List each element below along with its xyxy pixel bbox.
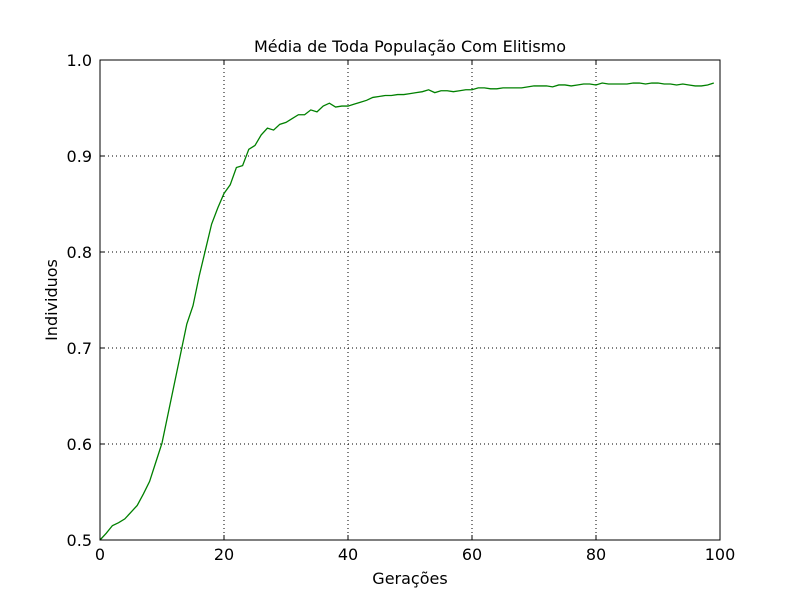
y-tick-label: 1.0 (67, 51, 92, 70)
series-layer (99, 82, 714, 541)
x-tick-label: 40 (338, 545, 358, 564)
y-tick-label: 0.6 (67, 435, 92, 454)
x-axis-label: Gerações (372, 569, 447, 588)
series-line (99, 82, 714, 541)
y-tick-label: 0.8 (67, 243, 92, 262)
grid-lines (99, 59, 721, 541)
y-tick-label: 0.9 (67, 147, 92, 166)
y-axis-label: Individuos (42, 259, 61, 341)
x-tick-label: 20 (214, 545, 234, 564)
y-tick-label: 0.7 (67, 339, 92, 358)
plot-frame (99, 59, 721, 541)
y-tick-label: 0.5 (67, 531, 92, 550)
x-tick-label: 60 (462, 545, 482, 564)
axis-ticks: 0 20 40 60 80 100 0.5 0.6 0.7 0.8 0.9 1.0 (67, 51, 736, 564)
chart-title: Média de Toda População Com Elitismo (254, 37, 566, 56)
x-tick-label: 100 (705, 545, 736, 564)
x-tick-label: 0 (95, 545, 105, 564)
x-tick-label: 80 (586, 545, 606, 564)
